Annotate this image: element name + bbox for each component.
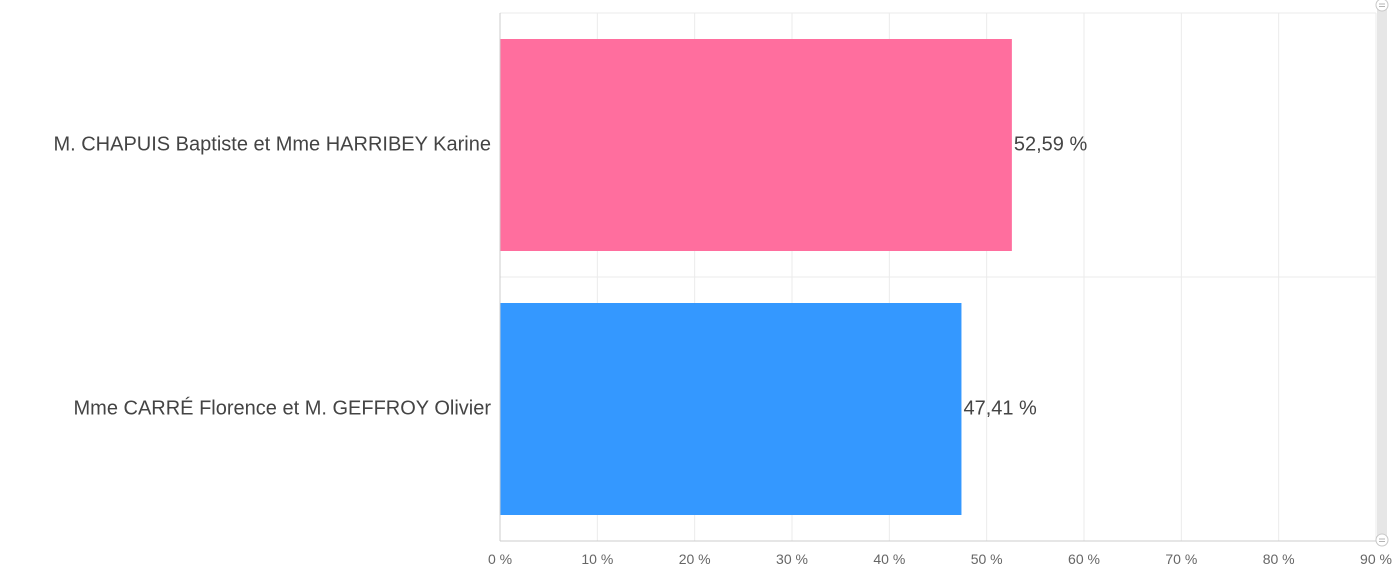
x-tick-label: 20 % xyxy=(679,551,711,567)
x-tick-label: 40 % xyxy=(873,551,905,567)
scrollbar-track[interactable] xyxy=(1377,5,1387,542)
x-tick-label: 70 % xyxy=(1165,551,1197,567)
x-tick-label: 90 % xyxy=(1360,551,1392,567)
bars-group xyxy=(500,39,1012,515)
category-labels: M. CHAPUIS Baptiste et Mme HARRIBEY Kari… xyxy=(53,133,491,419)
data-labels: 52,59 % 47,41 % xyxy=(963,133,1087,419)
bar[interactable] xyxy=(500,303,962,515)
vertical-scrollbar[interactable] xyxy=(1375,0,1389,547)
x-tick-label: 30 % xyxy=(776,551,808,567)
data-label: 47,41 % xyxy=(963,397,1037,419)
bar[interactable] xyxy=(500,39,1012,251)
data-label: 52,59 % xyxy=(1014,133,1088,155)
scrollbar-bottom-handle[interactable] xyxy=(1375,533,1389,547)
x-tick-label: 80 % xyxy=(1263,551,1295,567)
x-tick-label: 10 % xyxy=(581,551,613,567)
axes xyxy=(499,13,1376,542)
category-label: Mme CARRÉ Florence et M. GEFFROY Olivier xyxy=(74,396,492,419)
category-label: M. CHAPUIS Baptiste et Mme HARRIBEY Kari… xyxy=(53,133,491,155)
x-tick-label: 0 % xyxy=(488,551,512,567)
x-tick-labels: 0 % 10 % 20 % 30 % 40 % 50 % 60 % 70 % 80 % 90 % xyxy=(488,551,1392,567)
x-tick-label: 60 % xyxy=(1068,551,1100,567)
x-tick-label: 50 % xyxy=(971,551,1003,567)
scrollbar-top-handle[interactable] xyxy=(1375,0,1389,12)
